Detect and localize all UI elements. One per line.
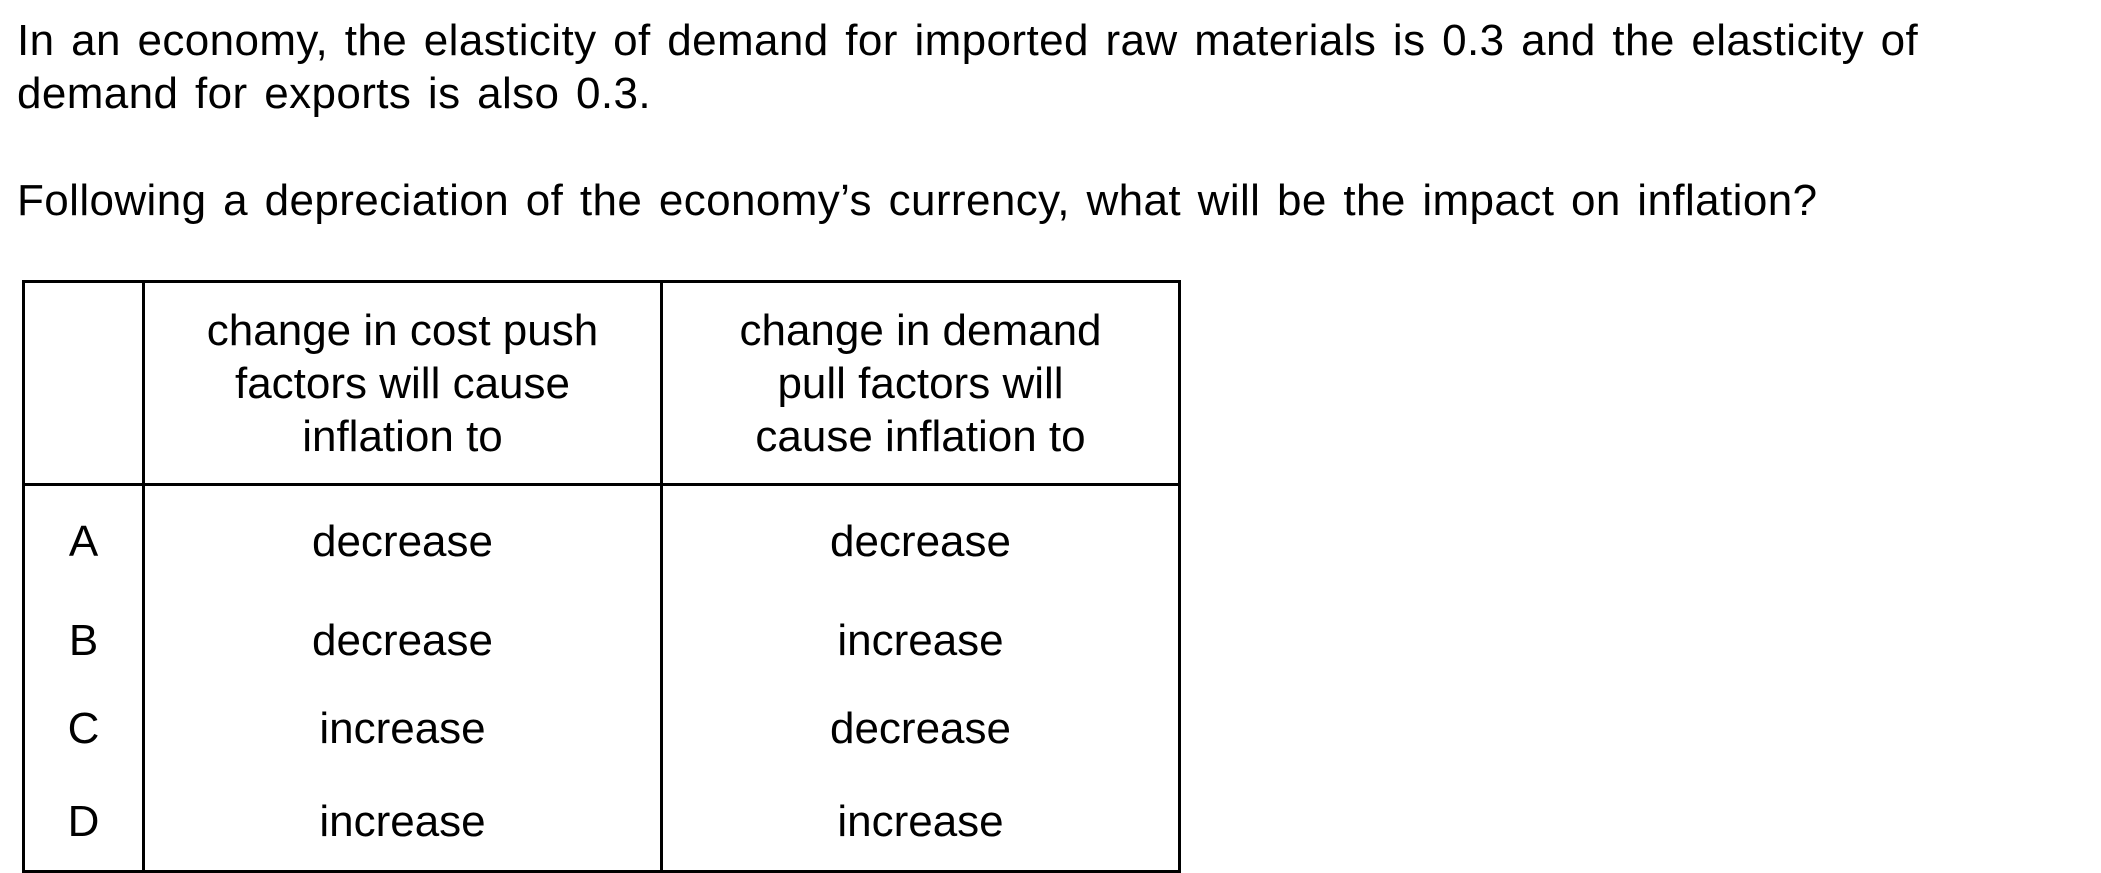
paragraph-gap: [17, 120, 2017, 174]
header-cost-push-line-1: change in cost push: [206, 305, 599, 355]
option-b-cost-push: decrease: [142, 596, 663, 684]
option-a-cost-push: decrease: [142, 484, 663, 596]
table-row-d: D increase increase: [22, 772, 1181, 873]
table-row-c: C increase decrease: [22, 684, 1181, 772]
stem-line-2: demand for exports is also 0.3.: [17, 69, 652, 118]
option-b-demand-pull: increase: [660, 596, 1181, 684]
question-stem: In an economy, the elasticity of demand …: [17, 14, 2017, 227]
table-header-row: change in cost push factors will cause i…: [22, 280, 1181, 486]
option-letter-d: D: [22, 772, 145, 873]
answer-options-table: change in cost push factors will cause i…: [22, 280, 1181, 873]
option-c-cost-push: increase: [142, 684, 663, 772]
header-demand-pull: change in demand pull factors will cause…: [660, 280, 1181, 486]
header-demand-pull-line-1: change in demand: [739, 305, 1102, 355]
option-d-demand-pull: increase: [660, 772, 1181, 873]
option-d-cost-push: increase: [142, 772, 663, 873]
option-letter-a: A: [22, 484, 145, 596]
header-empty-cell: [22, 280, 145, 486]
header-demand-pull-line-2: pull factors will: [777, 358, 1064, 408]
option-letter-b: B: [22, 596, 145, 684]
header-demand-pull-line-3: cause inflation to: [755, 411, 1086, 461]
option-c-demand-pull: decrease: [660, 684, 1181, 772]
header-cost-push-line-2: factors will cause: [234, 358, 570, 408]
option-a-demand-pull: decrease: [660, 484, 1181, 596]
table-row-b: B decrease increase: [22, 596, 1181, 684]
header-cost-push-line-3: inflation to: [302, 411, 503, 461]
option-letter-c: C: [22, 684, 145, 772]
header-cost-push: change in cost push factors will cause i…: [142, 280, 663, 486]
question-prompt: Following a depreciation of the economy’…: [17, 176, 1818, 225]
stem-line-1: In an economy, the elasticity of demand …: [17, 16, 1919, 65]
table-row-a: A decrease decrease: [22, 484, 1181, 596]
